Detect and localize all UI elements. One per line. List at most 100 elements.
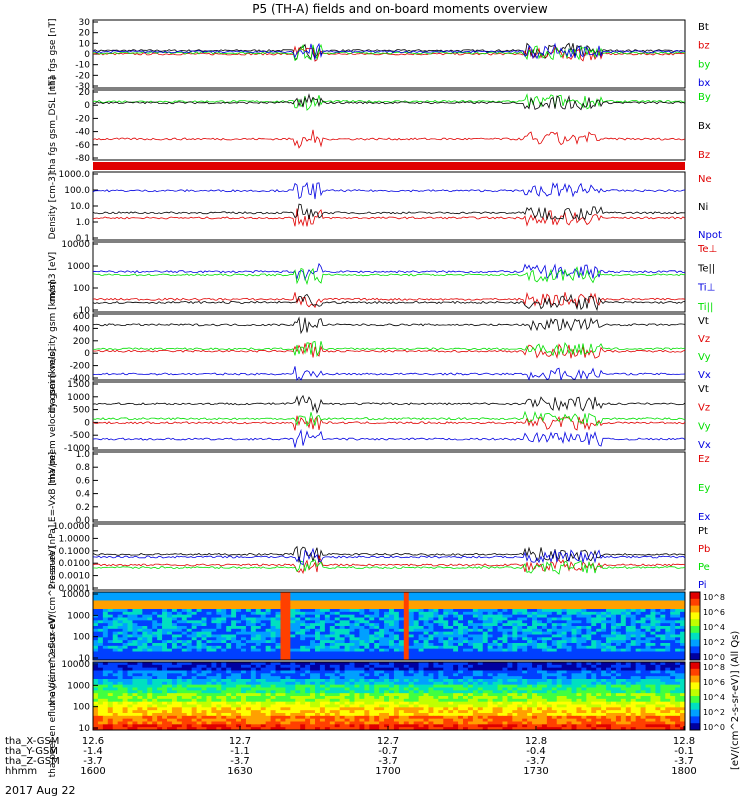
- spectro-cell: [635, 657, 642, 661]
- spectro-cell: [127, 687, 133, 691]
- spectro-cell: [650, 662, 656, 666]
- spectro-cell: [270, 667, 277, 671]
- spectro-cell: [625, 698, 632, 703]
- spectro-cell: [463, 640, 469, 644]
- spectro-cell: [635, 637, 642, 641]
- spectro-cell: [458, 679, 464, 683]
- spectro-cell: [467, 631, 474, 635]
- spectro-cell: [517, 626, 523, 630]
- spectro-cell: [463, 667, 469, 671]
- spectro-cell: [364, 645, 370, 650]
- spectro-cell: [403, 667, 410, 671]
- spectro-cell: [265, 662, 272, 666]
- spectro-cell: [408, 623, 415, 627]
- spectro-cell: [334, 670, 341, 674]
- spectro-cell: [236, 667, 242, 671]
- spectro-cell: [384, 687, 390, 691]
- spectro-cell: [413, 620, 420, 624]
- spectro-cell: [428, 637, 434, 641]
- spectro-cell: [236, 648, 242, 652]
- spectro-cell: [310, 594, 316, 599]
- spectro-cell: [300, 609, 306, 613]
- spectro-cell: [112, 696, 119, 700]
- spectro-cell: [339, 696, 346, 700]
- spectro-cell: [374, 693, 380, 697]
- spectro-cell: [561, 606, 568, 610]
- spectro-cell: [334, 634, 341, 638]
- spectro-cell: [680, 620, 686, 624]
- spectro-cell: [167, 693, 173, 697]
- spectro-cell: [315, 704, 321, 708]
- spectro-cell: [615, 597, 622, 601]
- spectro-cell: [231, 614, 237, 618]
- spectro-cell: [611, 684, 617, 688]
- spectro-cell: [596, 648, 602, 652]
- spectro-cell: [305, 704, 311, 708]
- spectro-cell: [630, 603, 637, 607]
- spectro-cell: [423, 662, 429, 666]
- spectro-cell: [384, 662, 390, 666]
- spectro-cell: [606, 704, 612, 708]
- spectro-cell: [201, 693, 207, 697]
- spectro-cell: [162, 704, 168, 708]
- spectro-cell: [162, 645, 168, 650]
- spectro-cell: [467, 676, 474, 680]
- spectro-cell: [443, 609, 449, 613]
- spectro-cell: [497, 696, 503, 700]
- spectro-cell: [601, 597, 607, 601]
- spectro-cell: [117, 634, 124, 638]
- spectro-cell: [537, 631, 543, 635]
- spectro-cell: [250, 687, 257, 691]
- spectro-cell: [107, 611, 114, 616]
- spectro-cell: [250, 620, 257, 624]
- spectro-cell: [423, 592, 429, 596]
- spectro-cell: [665, 684, 671, 688]
- spectro-cell: [418, 600, 425, 604]
- spectro-cell: [102, 654, 109, 658]
- spectro-cell: [606, 617, 612, 621]
- spectro-cell: [601, 670, 607, 674]
- spectro-cell: [275, 617, 281, 621]
- spectro-cell: [245, 597, 252, 601]
- spectro-cell: [566, 628, 573, 633]
- spectro-cell: [379, 651, 385, 655]
- spectro-cell: [201, 637, 207, 641]
- spectro-cell: [157, 643, 163, 647]
- spectro-cell: [512, 704, 518, 708]
- spectro-cell: [280, 600, 286, 604]
- series-Vy: [92, 340, 686, 357]
- spectro-cell: [275, 637, 281, 641]
- spectro-cell: [107, 626, 114, 630]
- spectro-cell: [497, 651, 503, 655]
- spectro-cell: [191, 611, 198, 616]
- spectro-cell: [354, 645, 360, 650]
- spectro-cell: [477, 667, 484, 671]
- spectro-cell: [270, 684, 277, 688]
- spectro-cell: [389, 690, 395, 694]
- spectro-cell: [615, 670, 622, 674]
- spectro-cell: [216, 687, 222, 691]
- spectro-cell: [186, 670, 193, 674]
- spectro-cell: [275, 676, 281, 680]
- spectro-cell: [97, 628, 104, 633]
- spectro-cell: [280, 645, 286, 650]
- spectro-cell: [216, 594, 222, 599]
- spectro-cell: [527, 698, 533, 703]
- spectro-cell: [463, 662, 469, 666]
- spectro-cell: [117, 651, 124, 655]
- spectro-cell: [423, 696, 429, 700]
- spectro-cell: [137, 592, 143, 596]
- spectro-cell: [591, 687, 597, 691]
- spectro-cell: [176, 693, 183, 697]
- spectro-cell: [97, 698, 104, 703]
- spectro-cell: [561, 592, 568, 596]
- spectro-cell: [369, 667, 375, 671]
- spectro-cell: [167, 681, 173, 686]
- spectro-cell: [438, 611, 444, 616]
- spectro-cell: [369, 594, 375, 599]
- spectro-cell: [379, 640, 385, 644]
- spectro-cell: [231, 626, 237, 630]
- spectro-cell: [423, 654, 429, 658]
- spectro-cell: [408, 594, 415, 599]
- panel-frame: [92, 313, 686, 381]
